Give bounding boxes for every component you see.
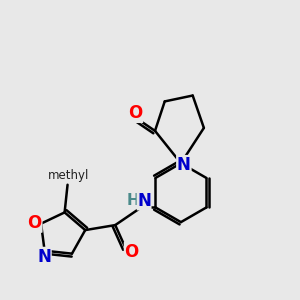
Text: methyl: methyl [47,169,89,182]
Text: N: N [177,156,191,174]
Text: O: O [28,214,42,232]
Text: O: O [124,243,139,261]
Text: O: O [128,104,142,122]
Text: N: N [37,248,51,266]
Text: H: H [127,194,139,208]
Text: N: N [137,192,151,210]
